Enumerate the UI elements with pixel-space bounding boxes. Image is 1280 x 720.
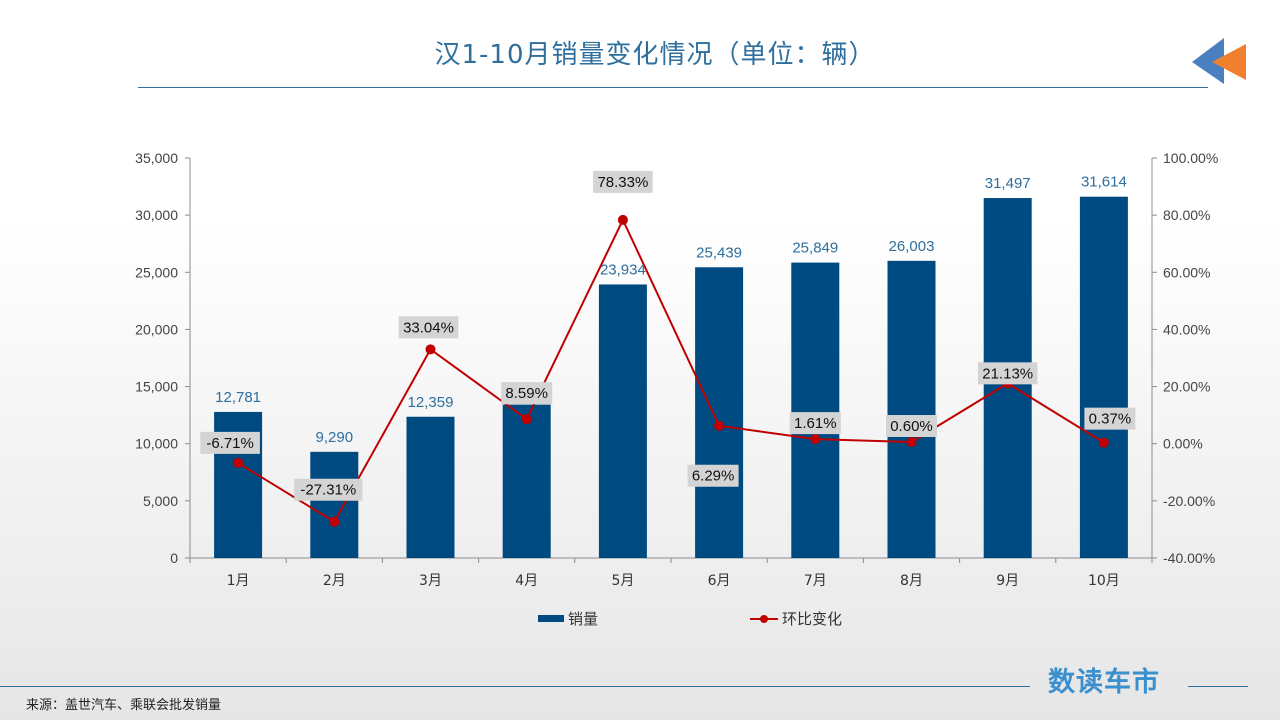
- line-point: [714, 420, 725, 431]
- line-point: [425, 344, 436, 355]
- y-left-tick-label: 35,000: [135, 150, 178, 166]
- bar-value-label: 25,849: [792, 240, 838, 257]
- bar-value-label: 9,290: [316, 429, 354, 446]
- bar-value-label: 12,359: [408, 394, 454, 411]
- line-value-label-box: [398, 316, 459, 339]
- y-right-tick-label: -20.00%: [1163, 493, 1215, 509]
- source-note: 来源：盖世汽车、乘联会批发销量: [26, 698, 222, 713]
- y-left-tick-label: 25,000: [135, 264, 178, 280]
- legend-bar: 销量: [538, 608, 598, 629]
- line-value-label: -27.31%: [300, 482, 356, 499]
- line-value-label: 6.29%: [692, 468, 735, 485]
- line-value-label-box: [687, 464, 739, 487]
- line-value-label: 1.61%: [794, 415, 837, 432]
- y-right-tick-label: -40.00%: [1163, 550, 1215, 566]
- legend-bar-swatch: [538, 615, 564, 622]
- y-right-tick-label: 20.00%: [1163, 379, 1210, 395]
- line-value-label: 78.33%: [597, 174, 648, 191]
- line-point: [1098, 437, 1109, 448]
- line-point: [617, 214, 628, 225]
- line-value-label: 0.37%: [1089, 411, 1132, 428]
- bar-sales: [791, 262, 840, 558]
- y-right-tick-label: 40.00%: [1163, 321, 1210, 337]
- line-value-label-box: [294, 478, 363, 501]
- footer-divider-right: [1188, 686, 1248, 687]
- line-value-label-box: [501, 382, 553, 405]
- bar-sales: [598, 284, 647, 558]
- x-tick-label: 9月: [996, 573, 1019, 589]
- line-value-label-box: [789, 412, 841, 435]
- bar-value-label: 31,497: [985, 175, 1031, 192]
- brand-arrow-icon: [1192, 38, 1246, 84]
- legend-bar-label: 销量: [568, 611, 599, 628]
- x-tick-label: 1月: [227, 573, 250, 589]
- brand-logo-text: 数读车市: [1048, 667, 1160, 698]
- x-tick-label: 4月: [515, 573, 538, 589]
- line-value-label: 0.60%: [890, 418, 933, 435]
- line-value-label-box: [593, 170, 653, 193]
- y-right-tick-label: 0.00%: [1163, 436, 1203, 452]
- line-value-label: -6.71%: [206, 435, 254, 452]
- legend-line: 环比变化: [750, 608, 842, 629]
- y-left-tick-label: 10,000: [135, 436, 178, 452]
- legend-line-label: 环比变化: [782, 611, 843, 628]
- y-right-tick-label: 100.00%: [1163, 150, 1218, 166]
- line-value-label-box: [977, 362, 1038, 385]
- bar-sales: [887, 260, 936, 558]
- line-value-label-box: [886, 415, 937, 437]
- y-left-tick-label: 20,000: [135, 321, 178, 337]
- bar-value-label: 26,003: [889, 238, 935, 255]
- line-point: [233, 457, 244, 468]
- x-tick-label: 6月: [708, 573, 731, 589]
- bar-value-label: 25,439: [696, 244, 742, 261]
- bar-value-label: 23,934: [600, 261, 646, 278]
- y-left-tick-label: 15,000: [135, 379, 178, 395]
- line-point: [329, 516, 340, 527]
- line-value-label-box: [1084, 407, 1136, 430]
- line-value-label-box: [200, 431, 260, 454]
- title-divider: [138, 87, 1208, 88]
- line-mom-change: [237, 217, 1105, 524]
- bar-value-label: 31,614: [1081, 174, 1127, 191]
- footer-divider-left: [0, 686, 1030, 687]
- y-left-tick-label: 0: [170, 550, 178, 566]
- chart-title: 汉1-10月销量变化情况（单位：辆）: [434, 40, 876, 70]
- bar-sales: [1079, 196, 1128, 558]
- line-point: [906, 437, 917, 447]
- x-tick-label: 5月: [611, 573, 634, 589]
- line-point: [521, 414, 532, 425]
- y-right-tick-label: 80.00%: [1163, 207, 1210, 223]
- line-value-label: 8.59%: [505, 385, 548, 402]
- y-right-tick-label: 60.00%: [1163, 264, 1210, 280]
- y-left-tick-label: 5,000: [143, 493, 178, 509]
- bar-sales: [502, 404, 551, 558]
- bar-sales: [310, 451, 359, 558]
- line-value-label: 21.13%: [982, 365, 1033, 382]
- x-tick-label: 3月: [419, 573, 442, 589]
- line-point: [810, 434, 821, 445]
- x-tick-label: 7月: [804, 573, 827, 589]
- line-value-label: 33.04%: [403, 319, 454, 336]
- x-tick-label: 8月: [900, 573, 923, 589]
- x-tick-label: 2月: [323, 573, 346, 589]
- bar-value-label: 12,781: [215, 389, 261, 406]
- x-tick-label: 10月: [1088, 573, 1120, 589]
- y-left-tick-label: 30,000: [135, 207, 178, 223]
- legend-line-swatch: [750, 614, 778, 623]
- bar-sales: [695, 267, 744, 558]
- bar-sales: [406, 416, 455, 558]
